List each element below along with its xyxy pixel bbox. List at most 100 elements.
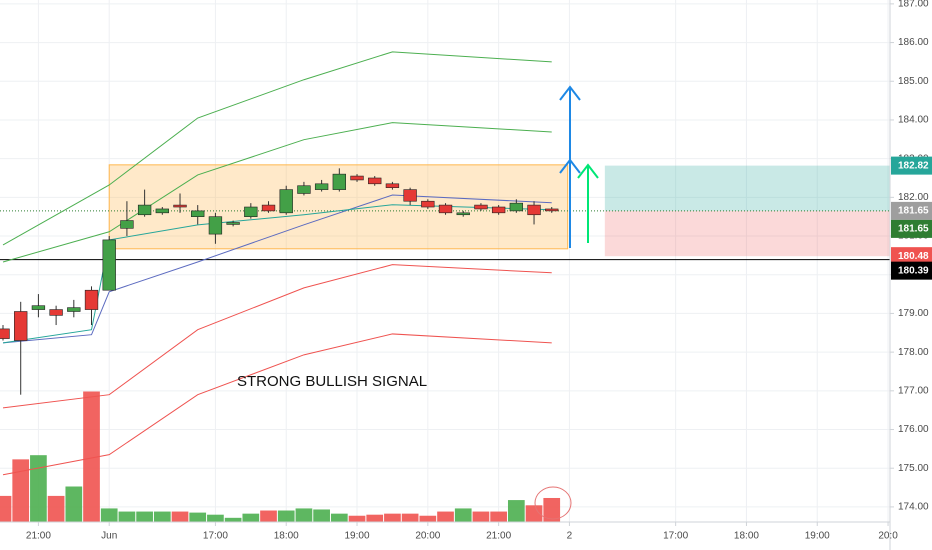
volume-bar	[171, 511, 189, 522]
candle-body	[527, 204, 541, 216]
candle-body	[385, 183, 400, 188]
x-tick-label: 18:00	[274, 531, 299, 542]
arrow-head	[577, 163, 599, 179]
volume-bar	[419, 515, 437, 522]
stop-zone	[604, 210, 890, 257]
highlight-circle	[534, 486, 572, 520]
volume-bar	[189, 512, 207, 522]
candle-body	[208, 216, 223, 235]
volume-bar	[12, 459, 30, 522]
candle-body	[84, 289, 99, 310]
volume-bar	[348, 515, 366, 522]
candle-body	[137, 204, 152, 216]
volume-bar	[47, 495, 65, 522]
volume-bar	[507, 500, 525, 522]
y-tick-label: 185.00	[898, 76, 929, 87]
candle-body	[102, 239, 116, 291]
volume-bar	[207, 514, 224, 522]
y-tick-label: 174.00	[898, 502, 929, 513]
candle-body	[421, 200, 435, 208]
volume-bar	[277, 510, 295, 522]
x-tick-label: 17:00	[203, 531, 228, 542]
volume-bar	[525, 505, 543, 522]
axis-labels: 174.00 175.00 176.00 177.00 178.00 179.00 180.…	[26, 0, 932, 542]
candle-body	[314, 183, 329, 190]
x-tick-label: 19:00	[805, 531, 830, 542]
indicator-line	[2, 122, 552, 263]
volume	[0, 391, 561, 522]
candle-body	[261, 204, 276, 212]
volume-bar	[472, 511, 490, 522]
candle-body	[155, 208, 169, 214]
price-label: 181.65	[898, 224, 929, 235]
candle-body	[173, 204, 187, 208]
y-tick-label: 187.00	[898, 0, 929, 10]
price-label-bg	[891, 261, 932, 280]
candle-body	[350, 175, 364, 181]
candles	[0, 168, 559, 395]
y-tick-label: 182.00	[898, 192, 929, 203]
candle-body	[474, 204, 488, 210]
volume-bar	[454, 508, 472, 522]
candle-body	[226, 222, 240, 225]
volume-bar	[543, 497, 561, 522]
arrow-head	[559, 85, 581, 101]
candle-body	[279, 189, 293, 214]
candle-body	[244, 206, 258, 217]
price-label-bg	[891, 201, 932, 220]
x-tick-label: 2	[567, 531, 573, 542]
annotation: STRONG BULLISH SIGNAL	[237, 373, 427, 390]
x-tick-label: 21:00	[26, 531, 51, 542]
candle-body	[31, 305, 46, 310]
y-tick-label: 175.00	[898, 463, 929, 474]
volume-bar	[401, 513, 419, 522]
candle-body	[120, 220, 134, 229]
volume-bar	[153, 511, 171, 522]
volume-bar	[65, 486, 83, 522]
indicator-line	[2, 51, 552, 246]
x-tick-label: 21:00	[486, 531, 511, 542]
x-tick-label: 20:0	[878, 531, 898, 542]
volume-bar	[118, 511, 136, 522]
candle-body	[0, 328, 10, 339]
volume-bar	[384, 513, 401, 522]
target-zone	[604, 165, 890, 211]
indicators	[2, 51, 552, 476]
volume-bar	[0, 495, 12, 522]
indicator-line	[2, 264, 552, 409]
candle-body	[332, 173, 346, 190]
y-tick-label: 176.00	[898, 424, 929, 435]
volume-bar	[295, 508, 313, 522]
arrow-head	[559, 158, 581, 174]
volume-bar	[313, 509, 330, 522]
x-tick-label: Jun	[101, 531, 117, 542]
volume-bar	[242, 513, 260, 522]
price-label: 180.48	[898, 251, 929, 262]
y-tick-label: 177.00	[898, 385, 929, 396]
arrows	[559, 85, 599, 248]
grid	[0, 0, 890, 522]
price-label-bg	[891, 219, 932, 238]
price-label-bg	[891, 156, 932, 175]
volume-bar	[330, 513, 348, 522]
candle-body	[191, 210, 205, 217]
y-tick-label: 186.00	[898, 37, 929, 48]
price-label: 182.82	[898, 160, 929, 171]
candle-body	[509, 202, 524, 212]
price-label: 180.39	[898, 265, 929, 276]
x-tick-label: 20:00	[415, 531, 440, 542]
volume-bar	[30, 455, 47, 522]
candle-body	[438, 204, 453, 214]
indicator-line	[2, 194, 552, 344]
candle-body	[297, 185, 311, 194]
candle-body	[368, 177, 382, 185]
volume-bar	[100, 508, 118, 522]
candle-body	[456, 212, 470, 216]
indicator-line	[2, 204, 552, 344]
indicator-line	[2, 333, 552, 476]
volume-bar	[83, 391, 100, 522]
candle-body	[491, 206, 506, 214]
volume-bar	[437, 511, 454, 522]
candle-body	[49, 309, 63, 316]
